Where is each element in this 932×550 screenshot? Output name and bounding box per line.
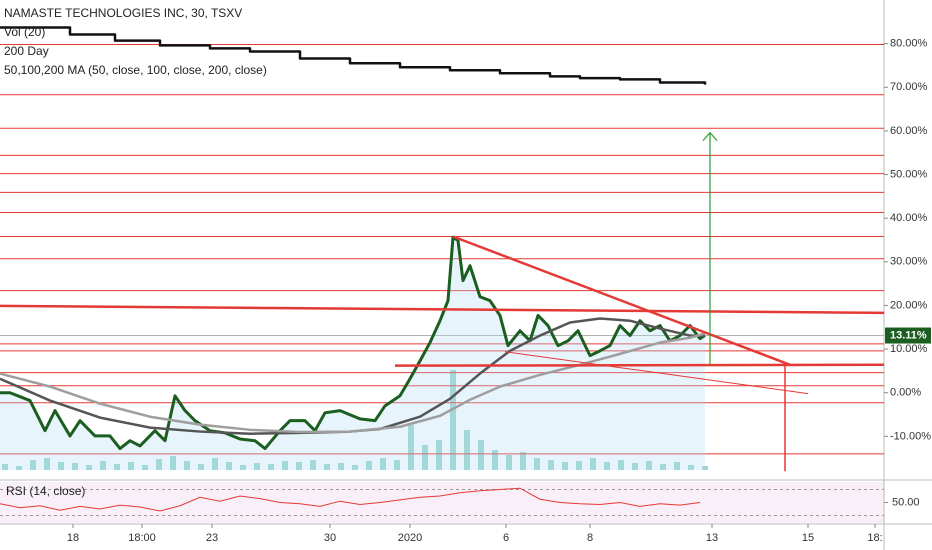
volume-bar <box>226 462 232 470</box>
volume-bar <box>450 370 456 470</box>
x-tick-label: 2020 <box>398 532 422 544</box>
volume-bar <box>86 465 92 470</box>
series-line <box>0 317 705 435</box>
volume-bar <box>604 462 610 470</box>
volume-bar <box>688 465 694 470</box>
volume-bar <box>674 462 680 470</box>
x-tick-label: 18:00 <box>128 532 156 544</box>
volume-bar <box>422 445 428 470</box>
volume-bar <box>366 461 372 470</box>
volume-bar <box>520 452 526 470</box>
volume-bar <box>324 464 330 470</box>
chart-title: NAMASTE TECHNOLOGIES INC, 30, TSXV <box>4 6 242 20</box>
volume-bar <box>142 465 148 470</box>
volume-bar <box>170 456 176 470</box>
rsi-tick-label: 50.00 <box>892 496 920 508</box>
volume-bar <box>58 462 64 470</box>
y-tick-label: 80.00% <box>890 38 928 50</box>
rsi-label: RSI (14, close) <box>6 484 85 498</box>
volume-bar <box>380 458 386 470</box>
volume-bar <box>702 466 708 470</box>
volume-bar <box>212 458 218 470</box>
x-tick-label: 18 <box>67 532 79 544</box>
y-tick-label: 0.00% <box>890 387 921 399</box>
y-tick-label: 70.00% <box>890 81 928 93</box>
volume-bar <box>240 465 246 470</box>
subtitle: 50,100,200 MA (50, close, 100, close, 20… <box>4 63 267 77</box>
ma-label: 200 Day <box>4 44 49 58</box>
volume-bar <box>72 463 78 470</box>
volume-bar <box>2 464 8 470</box>
volume-bar <box>632 463 638 470</box>
volume-bar <box>254 463 260 470</box>
volume-bar <box>576 461 582 470</box>
last-value-badge <box>885 327 931 344</box>
volume-bar <box>646 461 652 470</box>
price-area <box>0 237 705 470</box>
volume-bar <box>44 458 50 470</box>
x-tick-label: 15 <box>802 532 814 544</box>
volume-bar <box>100 461 106 470</box>
volume-bar <box>268 464 274 470</box>
trendline <box>0 304 885 315</box>
volume-bar <box>296 462 302 470</box>
volume-bar <box>548 460 554 470</box>
volume-bar <box>506 455 512 470</box>
x-tick-label: 13 <box>706 532 718 544</box>
x-tick-label: 30 <box>324 532 336 544</box>
y-tick-label: 20.00% <box>890 299 928 311</box>
y-tick-label: -10.00% <box>890 430 931 442</box>
y-tick-label: 30.00% <box>890 256 928 268</box>
y-tick-label: 40.00% <box>890 212 928 224</box>
last-value-label: 13.11% <box>890 329 927 341</box>
y-tick-label: 60.00% <box>890 125 928 137</box>
rsi-background <box>0 482 884 523</box>
volume-bar <box>394 460 400 470</box>
volume-bar <box>16 466 22 470</box>
volume-bar <box>114 464 120 470</box>
volume-bar <box>464 430 470 470</box>
volume-bar <box>590 458 596 470</box>
trendline <box>452 235 791 366</box>
x-tick-label: 23 <box>206 532 218 544</box>
volume-bar <box>282 461 288 470</box>
volume-bar <box>408 425 414 470</box>
volume-bar <box>128 462 134 470</box>
x-tick-label: 8 <box>587 532 593 544</box>
rsi-line <box>0 487 701 512</box>
volume-bar <box>310 460 316 470</box>
volume-bar <box>436 440 442 470</box>
volume-bar <box>618 460 624 470</box>
y-tick-label: 50.00% <box>890 168 928 180</box>
volume-bar <box>562 462 568 470</box>
series-line <box>0 235 706 451</box>
volume-label: Vol (20) <box>4 25 45 39</box>
x-tick-label: 6 <box>503 532 509 544</box>
trendline <box>504 351 809 395</box>
volume-bar <box>478 440 484 470</box>
volume-bar <box>156 459 162 470</box>
volume-bar <box>352 465 358 470</box>
arrow-head <box>702 131 718 142</box>
series-line <box>0 332 706 434</box>
volume-bar <box>198 464 204 470</box>
series-line <box>0 26 707 85</box>
volume-bar <box>338 463 344 470</box>
volume-bar <box>492 450 498 470</box>
x-tick-label: 18: <box>867 532 882 544</box>
volume-bar <box>30 460 36 470</box>
volume-bar <box>534 458 540 470</box>
trendline <box>394 363 885 367</box>
y-tick-label: 10.00% <box>890 343 928 355</box>
volume-bar <box>184 461 190 470</box>
volume-bar <box>660 464 666 470</box>
